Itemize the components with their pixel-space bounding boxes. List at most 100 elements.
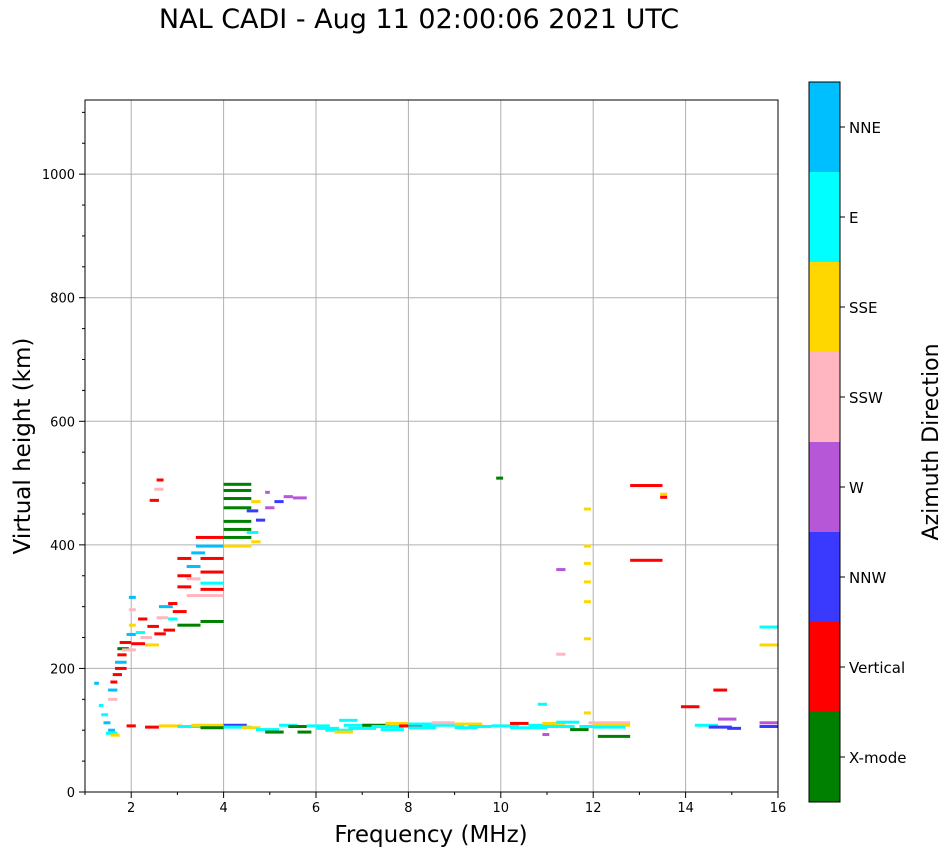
echo-segment xyxy=(583,561,591,565)
echo-segment xyxy=(119,640,132,644)
echo-segment xyxy=(288,725,307,729)
echo-segment xyxy=(251,540,261,544)
echo-segment xyxy=(491,724,520,728)
echo-segment xyxy=(759,643,778,647)
y-tick-label: 0 xyxy=(67,786,75,801)
echo-segment xyxy=(242,726,261,730)
echo-segment xyxy=(468,725,492,729)
colorbar-segment xyxy=(809,262,840,352)
echo-segment xyxy=(431,721,455,725)
echo-segment xyxy=(191,551,206,555)
x-tick-label: 14 xyxy=(677,801,694,816)
echo-segment xyxy=(334,730,353,734)
echo-segment xyxy=(110,733,120,737)
echo-segment xyxy=(172,610,187,614)
echo-segment xyxy=(108,688,118,692)
echo-segment xyxy=(297,730,312,734)
echo-segment xyxy=(156,616,169,620)
echo-segment xyxy=(145,725,159,729)
colorbar-tick-label: X-mode xyxy=(849,749,906,767)
colorbar-segment xyxy=(809,532,840,622)
echo-segment xyxy=(583,711,591,715)
colorbar-label: Azimuth Direction xyxy=(919,343,944,540)
echo-segment xyxy=(186,594,201,598)
echo-segment xyxy=(154,487,164,491)
echo-segment xyxy=(200,556,224,560)
echo-segment xyxy=(583,544,591,548)
echo-segment xyxy=(158,605,173,609)
echo-segment xyxy=(325,728,353,732)
echo-segment xyxy=(223,544,252,548)
echo-segment xyxy=(339,718,358,722)
echo-segment xyxy=(223,725,252,729)
echo-segment xyxy=(121,648,136,652)
echo-segment xyxy=(246,531,259,534)
echo-segment xyxy=(126,724,136,728)
echo-segment xyxy=(454,726,478,730)
echo-segment xyxy=(94,681,99,685)
echo-segment xyxy=(168,617,178,621)
echo-segment xyxy=(135,631,146,635)
echo-segment xyxy=(138,617,148,621)
echo-segment xyxy=(255,728,280,732)
echo-segment xyxy=(200,726,224,730)
echo-segment xyxy=(246,509,259,513)
echo-segment xyxy=(759,625,778,629)
echo-segment xyxy=(496,476,504,480)
chart-title: NAL CADI - Aug 11 02:00:06 2021 UTC xyxy=(158,4,680,35)
echo-segment xyxy=(717,717,737,721)
echo-segment xyxy=(200,587,224,591)
echo-segment xyxy=(399,724,423,728)
echo-segment xyxy=(163,628,176,632)
echo-segment xyxy=(510,721,529,725)
echo-segment xyxy=(110,680,118,684)
echo-segment xyxy=(156,478,164,482)
echo-segment xyxy=(195,544,224,548)
echo-segment xyxy=(385,721,409,725)
echo-segment xyxy=(593,723,631,727)
y-tick-label: 200 xyxy=(50,662,75,677)
echo-segment xyxy=(348,726,377,730)
echo-segment xyxy=(274,500,284,504)
echo-segment xyxy=(223,482,252,486)
x-tick-label: 2 xyxy=(127,801,135,816)
echo-segment xyxy=(556,652,566,656)
echo-segment xyxy=(200,570,224,574)
echo-segment xyxy=(713,688,728,692)
echo-segment xyxy=(583,507,591,511)
colorbar-tick-label: W xyxy=(849,479,864,497)
y-axis-ticks: 0 200 400 600 800 1000 xyxy=(42,111,85,801)
echo-segment xyxy=(101,713,109,717)
colorbar-tick-label: SSW xyxy=(849,389,883,407)
echo-segment xyxy=(158,724,183,728)
colorbar-segment xyxy=(809,352,840,442)
echo-segment xyxy=(115,666,127,670)
echo-segment xyxy=(195,535,224,539)
echo-segment xyxy=(177,623,201,627)
grid-lines xyxy=(85,100,779,793)
colorbar-tick-label: NNE xyxy=(849,119,881,137)
echo-segment xyxy=(588,721,631,725)
echo-segment xyxy=(200,619,224,623)
echo-segment xyxy=(542,721,566,725)
echo-segment xyxy=(570,728,589,732)
echo-segment xyxy=(537,702,547,706)
echo-segment xyxy=(200,581,224,585)
echo-segment xyxy=(140,636,152,640)
colorbar-segment xyxy=(809,172,840,262)
echo-segment xyxy=(316,726,340,730)
y-tick-label: 600 xyxy=(50,415,75,430)
echo-segment xyxy=(126,632,136,636)
echo-segment xyxy=(528,723,557,727)
echo-segment xyxy=(694,723,718,727)
echo-segment xyxy=(186,564,201,568)
colorbar-segment xyxy=(809,82,840,172)
x-tick-label: 12 xyxy=(585,801,602,816)
echo-segment xyxy=(380,728,404,732)
echo-segment xyxy=(292,496,307,500)
echo-segment xyxy=(422,723,464,727)
echo-segment xyxy=(630,484,663,488)
y-tick-label: 800 xyxy=(50,292,75,307)
echo-segment xyxy=(408,726,437,730)
x-tick-label: 4 xyxy=(219,801,227,816)
